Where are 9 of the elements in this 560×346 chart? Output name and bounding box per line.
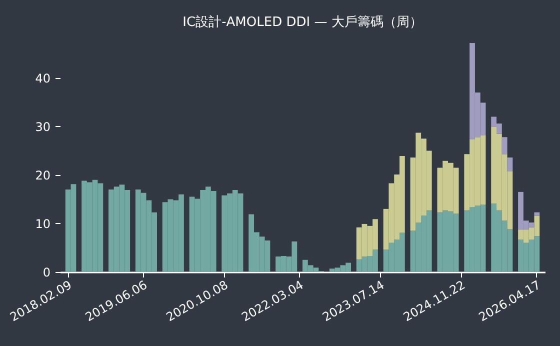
bar: [502, 137, 508, 154]
y-tick-label: 20: [35, 168, 50, 182]
y-tick-label: 10: [35, 216, 50, 231]
y-tick-label: 0: [42, 266, 50, 280]
bar: [507, 158, 513, 172]
y-tick-label: 40: [35, 71, 50, 86]
chart-title: IC設計-AMOLED DDI — 大戶籌碼（周）: [182, 15, 422, 30]
bar: [534, 212, 540, 216]
y-tick-label: 30: [35, 120, 50, 134]
